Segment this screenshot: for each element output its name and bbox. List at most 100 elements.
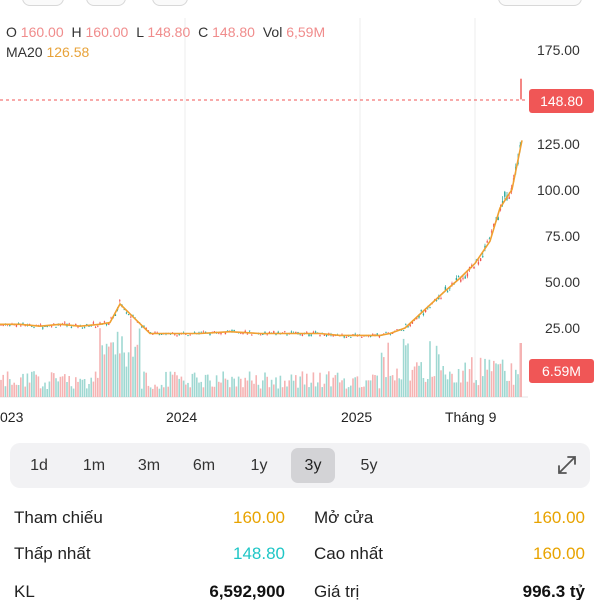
candle-body	[422, 313, 425, 315]
volume-bar	[31, 371, 33, 397]
candle-body	[202, 331, 205, 333]
volume-bar	[215, 375, 218, 397]
candle-body	[209, 333, 211, 335]
volume-bar	[462, 370, 464, 397]
volume-bar	[229, 387, 231, 397]
high-label: H	[71, 24, 82, 40]
period-1m-button[interactable]: 1m	[82, 457, 106, 474]
period-5y-button[interactable]: 5y	[360, 457, 378, 474]
volume-bar	[165, 371, 167, 397]
candle-body	[277, 331, 279, 333]
volume-bar	[493, 360, 495, 397]
candle-body	[86, 324, 88, 325]
candle-body	[105, 323, 108, 325]
ma-legend: MA20 126.58	[6, 44, 89, 60]
x-tick: 2025	[341, 409, 373, 425]
volume-label: KL	[14, 582, 35, 600]
candle-body	[9, 324, 11, 326]
volume-bar	[336, 372, 339, 397]
y-tick: 100.00	[537, 182, 580, 198]
candle-body	[396, 329, 398, 331]
candle-body	[332, 335, 334, 337]
high-value: 160.00	[85, 24, 129, 40]
candle-body	[286, 334, 288, 336]
candle-body	[405, 324, 407, 326]
volume-bar	[191, 373, 194, 397]
volume-bar	[468, 369, 471, 397]
period-1y-button[interactable]: 1y	[250, 457, 268, 474]
volume-bar	[218, 381, 220, 397]
chart-canvas[interactable]	[0, 0, 600, 432]
ma-value: 126.58	[46, 44, 90, 60]
volume-bar	[182, 380, 185, 397]
volume-bar	[306, 373, 308, 397]
candle-body	[130, 316, 132, 318]
volume-bar	[257, 384, 260, 397]
volume-bar	[17, 385, 20, 397]
top-toolbar-stub	[0, 0, 600, 10]
volume-bar	[506, 380, 508, 397]
volume-bar	[134, 346, 136, 397]
candle-body	[420, 310, 422, 312]
volume-bar	[297, 387, 299, 397]
candle-body	[486, 241, 488, 243]
open-value: 160.00	[533, 508, 585, 527]
candle-body	[473, 266, 475, 269]
candle-body	[411, 321, 414, 324]
volume-bar	[444, 374, 447, 397]
volume-bar	[427, 379, 429, 397]
candle-body	[218, 333, 220, 335]
candle-body	[460, 279, 462, 282]
expand-icon[interactable]	[556, 454, 578, 476]
open-label: Mở cửa	[314, 508, 374, 527]
last-volume-tag: 6.59M	[529, 359, 594, 383]
volume-bar	[365, 380, 367, 397]
volume-bar	[416, 362, 418, 397]
period-1d-button[interactable]: 1d	[30, 457, 48, 474]
volume-bar	[116, 331, 119, 397]
volume-bar	[70, 386, 73, 397]
volume-bar	[75, 377, 77, 397]
volume-bars	[0, 318, 522, 397]
candle-body	[94, 327, 97, 328]
candle-body	[369, 336, 372, 337]
candle-body	[444, 286, 447, 291]
open-label: O	[6, 24, 17, 40]
candle-body	[99, 322, 101, 324]
price-chart[interactable]: O 160.00 H 160.00 L 148.80 C 148.80 Vol …	[0, 0, 600, 432]
volume-bar	[240, 378, 242, 397]
volume-bar	[2, 374, 4, 397]
candle-body	[275, 334, 277, 336]
volume-bar	[499, 363, 502, 397]
candle-body	[440, 298, 442, 299]
volume-bar	[174, 371, 176, 397]
volume-bar	[11, 384, 13, 397]
period-3m-button[interactable]: 3m	[137, 457, 161, 474]
candle-body	[68, 323, 70, 325]
period-3y-button[interactable]: 3y	[291, 448, 335, 483]
volume-bar	[501, 359, 504, 397]
period-6m-button[interactable]: 6m	[192, 457, 216, 474]
candle-body	[248, 330, 251, 332]
volume-bar	[233, 378, 235, 397]
volume-bar	[211, 386, 213, 397]
volume-bar	[517, 374, 519, 397]
volume-bar	[189, 387, 191, 397]
volume-bar	[394, 380, 396, 397]
volume-bar	[231, 376, 233, 397]
volume-bar	[286, 386, 288, 397]
volume-bar	[0, 379, 2, 397]
volume-bar	[167, 386, 169, 397]
volume-bar	[200, 381, 202, 397]
volume-bar	[108, 346, 110, 397]
candle-body	[33, 327, 35, 329]
volume-bar	[163, 387, 165, 397]
candle-body	[178, 334, 180, 335]
x-tick: 2024	[166, 409, 198, 425]
volume-bar	[488, 359, 491, 397]
volume-bar	[449, 371, 451, 397]
candle-body	[204, 331, 207, 333]
candle-body	[75, 324, 77, 326]
low-value: 148.80	[147, 24, 191, 40]
candle-body	[301, 334, 304, 336]
